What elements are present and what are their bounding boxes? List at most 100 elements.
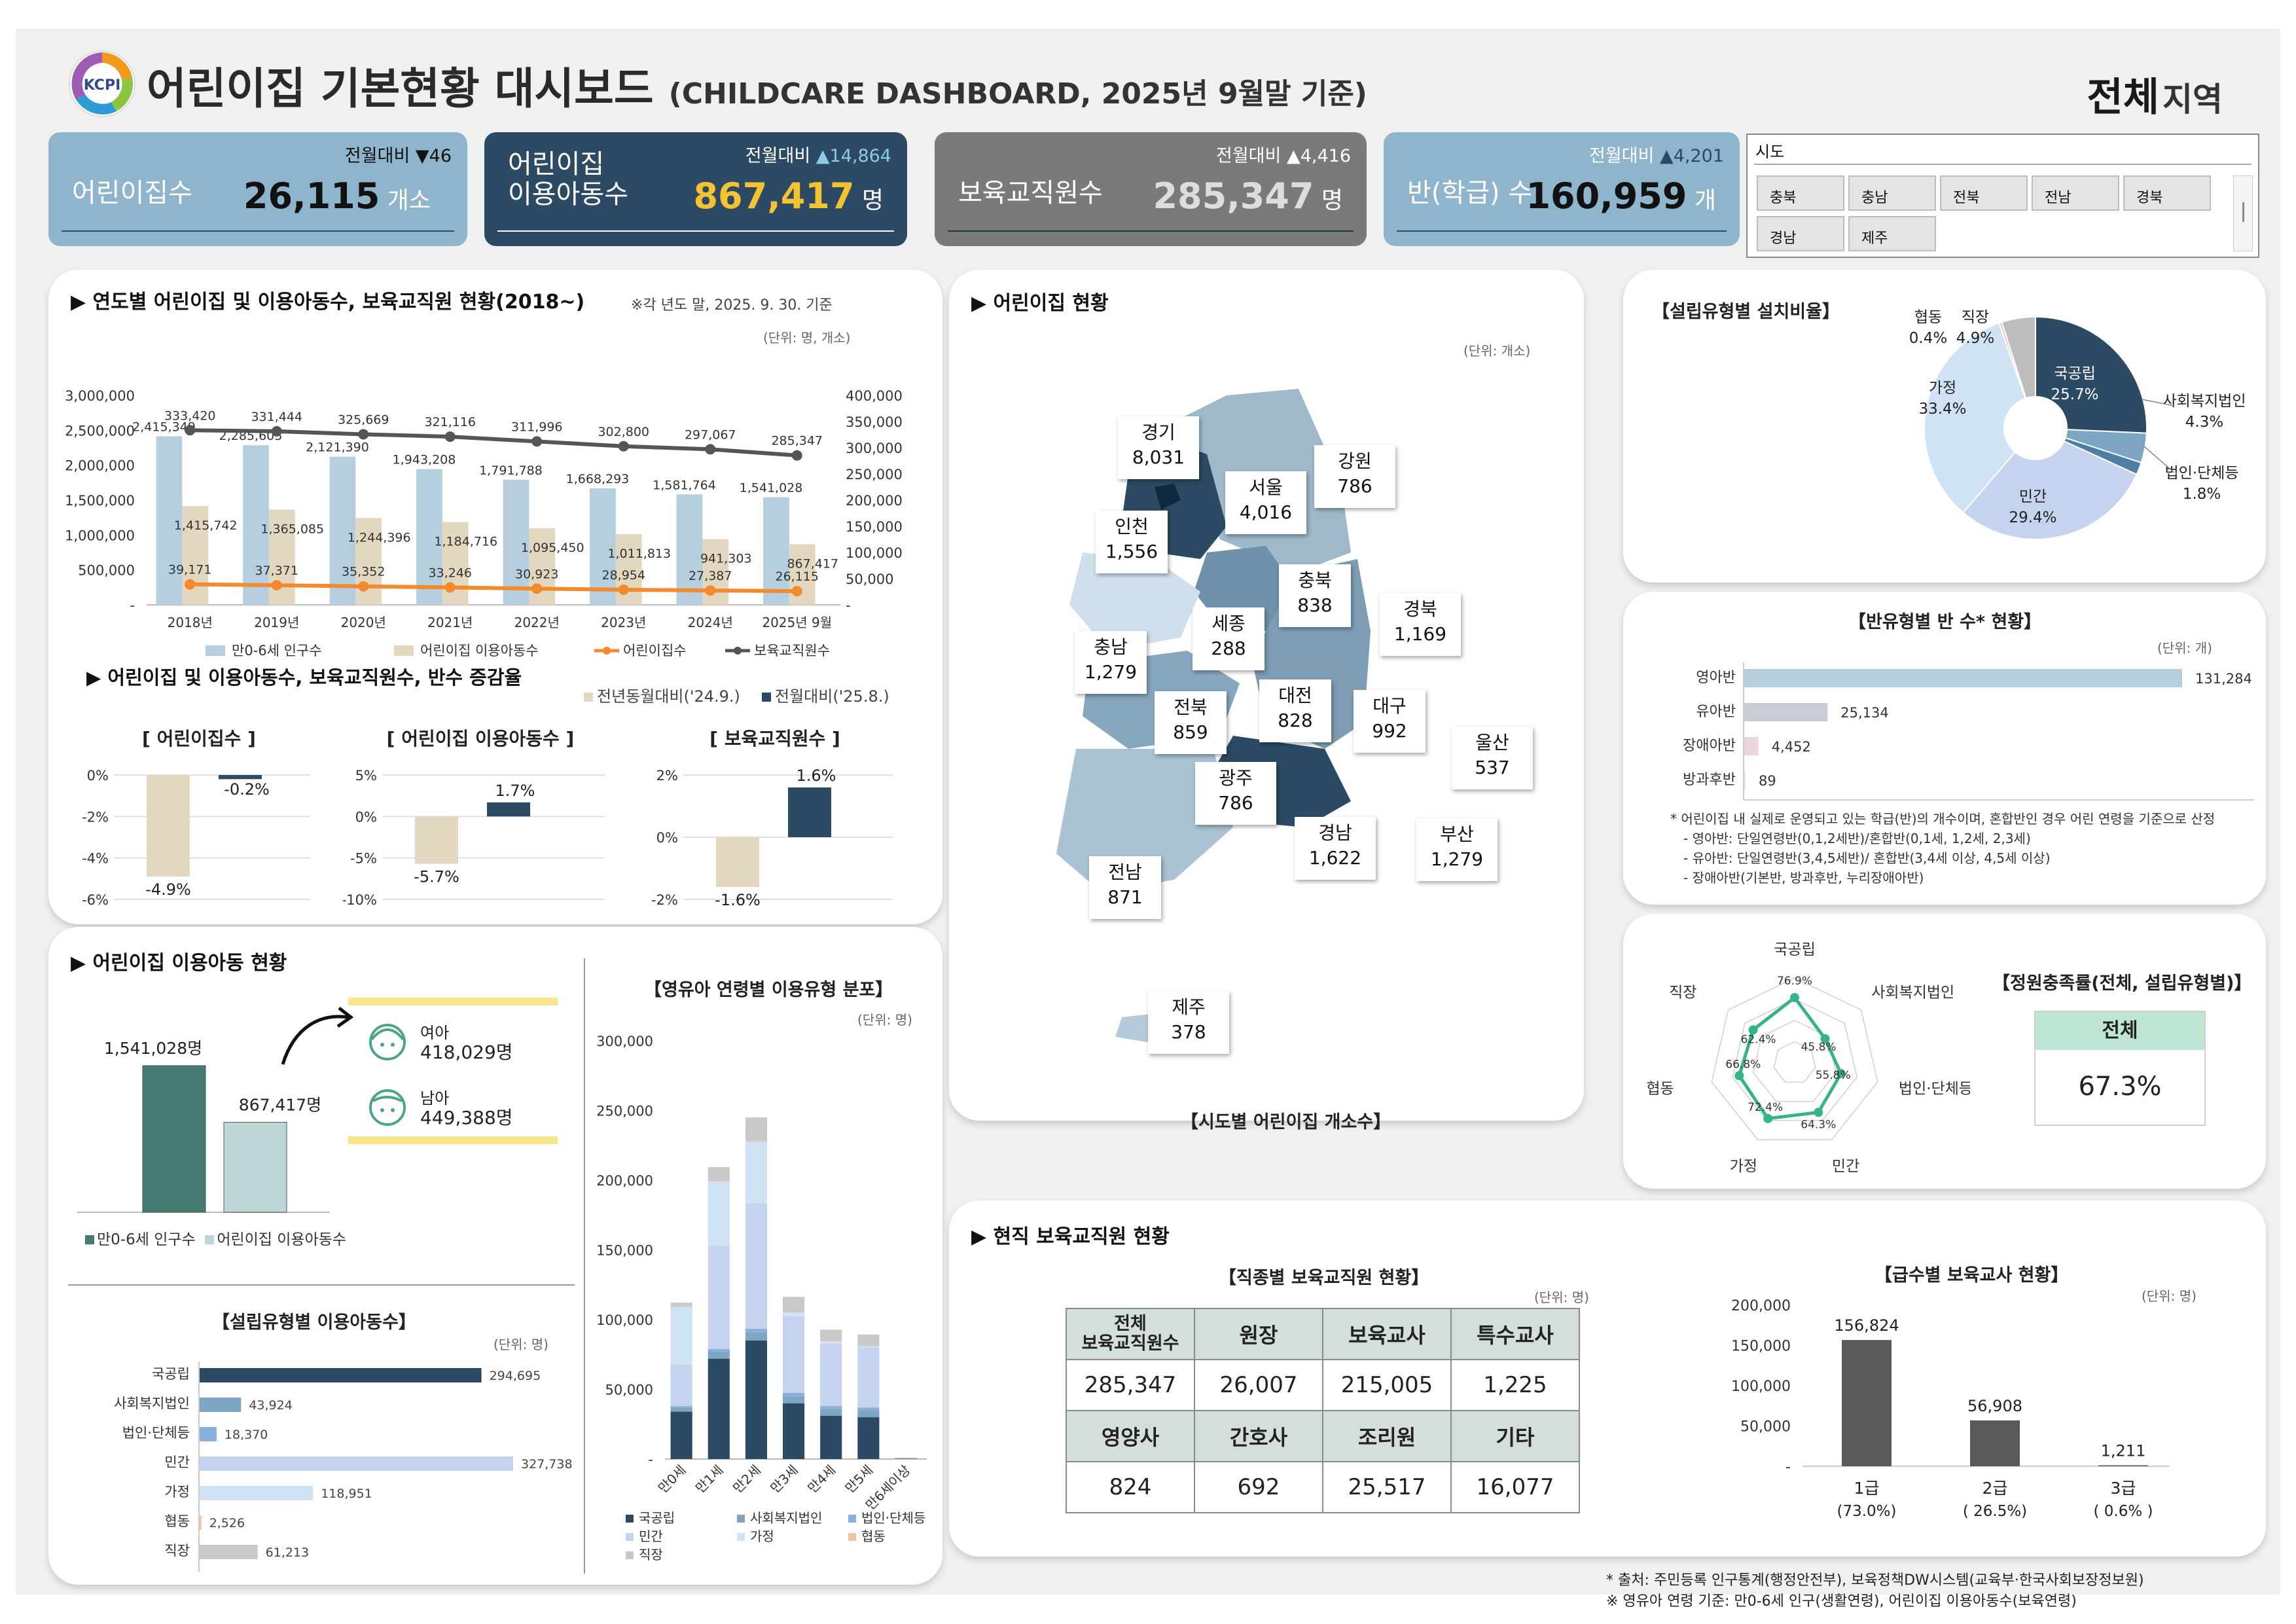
kpi-label: 반(학급) 수	[1407, 178, 1533, 208]
map-region-name: 대전	[1278, 685, 1312, 706]
staff-table-unit: (단위: 명)	[1534, 1290, 1589, 1305]
map-region-seoul	[1155, 484, 1181, 510]
map-label-세종[interactable]: 세종 288	[1193, 607, 1265, 670]
staff-header-cell: 특수교사	[1450, 1308, 1580, 1360]
map-label-제주[interactable]: 제주 378	[1148, 991, 1229, 1054]
kpi-unit: 명	[854, 187, 884, 214]
title-main: 어린이집 기본현황 대시보드	[147, 63, 654, 114]
usage-vertical-divider	[584, 958, 585, 1574]
map-label-광주[interactable]: 광주 786	[1195, 762, 1276, 825]
legend-swatch	[206, 645, 225, 656]
y-tick: 200,000	[1731, 1299, 1791, 1314]
radar-series	[1737, 995, 1843, 1121]
y-right-tick: 300,000	[846, 441, 903, 456]
change-label: -0.2%	[224, 780, 270, 799]
bar-만0-6세 인구수	[763, 497, 789, 605]
staff-header-cell: 간호사	[1194, 1410, 1323, 1462]
usage-bar-label: 867,417명	[239, 1096, 321, 1115]
hbar-label: 2,526	[209, 1516, 245, 1530]
slicer-item-충북[interactable]: 충북	[1757, 175, 1844, 211]
map-region-value: 8,031	[1132, 446, 1185, 468]
map-label-부산[interactable]: 부산 1,279	[1416, 818, 1498, 881]
map-label-경기[interactable]: 경기 8,031	[1118, 416, 1199, 479]
slicer-item-경남[interactable]: 경남	[1757, 216, 1844, 251]
legend-label: 직장	[639, 1547, 663, 1562]
stack-법인·단체등	[820, 1406, 842, 1409]
map-region-value: 1,556	[1105, 541, 1158, 562]
legend-label: 만0-6세 인구수	[232, 643, 322, 659]
radar-value: 72.4%	[1748, 1101, 1783, 1114]
staff-header-cell: 전체 보육교직원수	[1066, 1308, 1195, 1360]
y-tick: 100,000	[1731, 1379, 1791, 1395]
slicer-item-제주[interactable]: 제주	[1848, 216, 1936, 251]
gender-divider-bottom	[348, 1136, 558, 1144]
kpi-unit: 개소	[380, 187, 431, 214]
radar-axis-label: 민간	[1832, 1158, 1859, 1175]
hbar-민간	[199, 1456, 513, 1471]
bar-만0-6세 인구수	[329, 456, 356, 605]
usage-bar	[223, 1122, 287, 1213]
boys-value: 449,388명	[420, 1107, 513, 1128]
legend-swatch	[848, 1533, 856, 1541]
pie-label: 협동	[1914, 309, 1942, 326]
map-label-경북[interactable]: 경북 1,169	[1380, 593, 1461, 656]
radar-axis-label: 직장	[1669, 984, 1696, 1001]
bar-label: 2,415,349	[132, 420, 196, 434]
map-label-충남[interactable]: 충남 1,279	[1075, 631, 1147, 694]
kpi-compare: 전월대비 ▲4,201	[1589, 141, 1724, 167]
leader-line	[2141, 399, 2175, 406]
stack-가정	[820, 1341, 842, 1344]
usage-title: ▶ 어린이집 이용아동 현황	[71, 952, 287, 975]
map-label-인천[interactable]: 인천 1,556	[1096, 511, 1168, 573]
radar-axis-label: 법인·단체등	[1899, 1081, 1970, 1098]
map-region-name: 세종	[1211, 613, 1246, 634]
map-label-전북[interactable]: 전북 859	[1155, 691, 1227, 754]
slicer-item-경북[interactable]: 경북	[2123, 175, 2211, 211]
class-type-chart: 영아반 131,284 유아반 25,134 장애아반 4,452 방과후반 89	[1683, 662, 2254, 801]
leader-line	[2144, 446, 2175, 473]
bar-label: 1,541,028	[740, 481, 803, 496]
region-suffix: 지역	[2162, 81, 2223, 118]
pie-value: 4.9%	[1956, 330, 1994, 347]
y-tick: -10%	[343, 892, 377, 908]
usage-legend: 만0-6세 인구수 어린이집 이용아동수	[85, 1227, 346, 1249]
hbar-label: 18,370	[224, 1428, 268, 1442]
age-dist-chart: 300,000 250,000 200,000 150,000 100,000 50,00…	[596, 1034, 927, 1562]
map-label-서울[interactable]: 서울 4,016	[1225, 471, 1306, 534]
hbar-국공립	[199, 1368, 482, 1382]
slicer-item-전북[interactable]: 전북	[1940, 175, 2028, 211]
pie-label: 국공립	[2054, 365, 2095, 382]
kpi-card-3: 전월대비 ▲4,201 반(학급) 수 160,959 개	[1384, 132, 1740, 246]
slicer-item-전남[interactable]: 전남	[2032, 175, 2119, 211]
kpi-compare-label: 전월대비	[1588, 146, 1660, 166]
map-region-name: 제주	[1172, 996, 1206, 1018]
region-indicator: 전체 지역	[2087, 65, 2223, 122]
slicer-item-충남[interactable]: 충남	[1848, 175, 1936, 211]
map-region-value: 288	[1211, 638, 1246, 659]
legend-label: 어린이집 이용아동수	[420, 643, 539, 659]
map-region-name: 경남	[1318, 822, 1352, 844]
stack-직장	[820, 1329, 842, 1341]
legend-label: 어린이집수	[623, 643, 687, 659]
change-chart-title: [ 어린이집 이용아동수 ]	[387, 728, 575, 749]
y-left-tick: 2,500,000	[65, 423, 135, 439]
y-tick: -4%	[82, 851, 109, 867]
stack-사회복지법인	[783, 1396, 805, 1403]
map-label-전남[interactable]: 전남 871	[1089, 856, 1161, 919]
radar-point	[1820, 1034, 1830, 1043]
hbar-label: 294,695	[490, 1369, 541, 1383]
slicer-scrollbar[interactable]	[2233, 175, 2253, 251]
point-어린이집수	[271, 580, 282, 591]
kpi-label: 보육교직원수	[958, 178, 1103, 208]
map-label-강원[interactable]: 강원 786	[1314, 445, 1395, 508]
map-label-대구[interactable]: 대구 992	[1354, 690, 1426, 753]
map-label-울산[interactable]: 울산 537	[1452, 727, 1533, 789]
map-label-경남[interactable]: 경남 1,622	[1295, 817, 1376, 880]
change-bar-전월대비('25.8.)	[487, 802, 530, 817]
stack-직장	[708, 1166, 730, 1182]
line-어린이집수	[190, 582, 797, 594]
change-title: ▶ 어린이집 및 이용아동수, 보육교직원수, 반수 증감율	[86, 666, 522, 689]
map-label-대전[interactable]: 대전 828	[1259, 679, 1331, 742]
map-label-충북[interactable]: 충북 838	[1279, 564, 1351, 627]
category-label: 유아반	[1696, 704, 1736, 720]
